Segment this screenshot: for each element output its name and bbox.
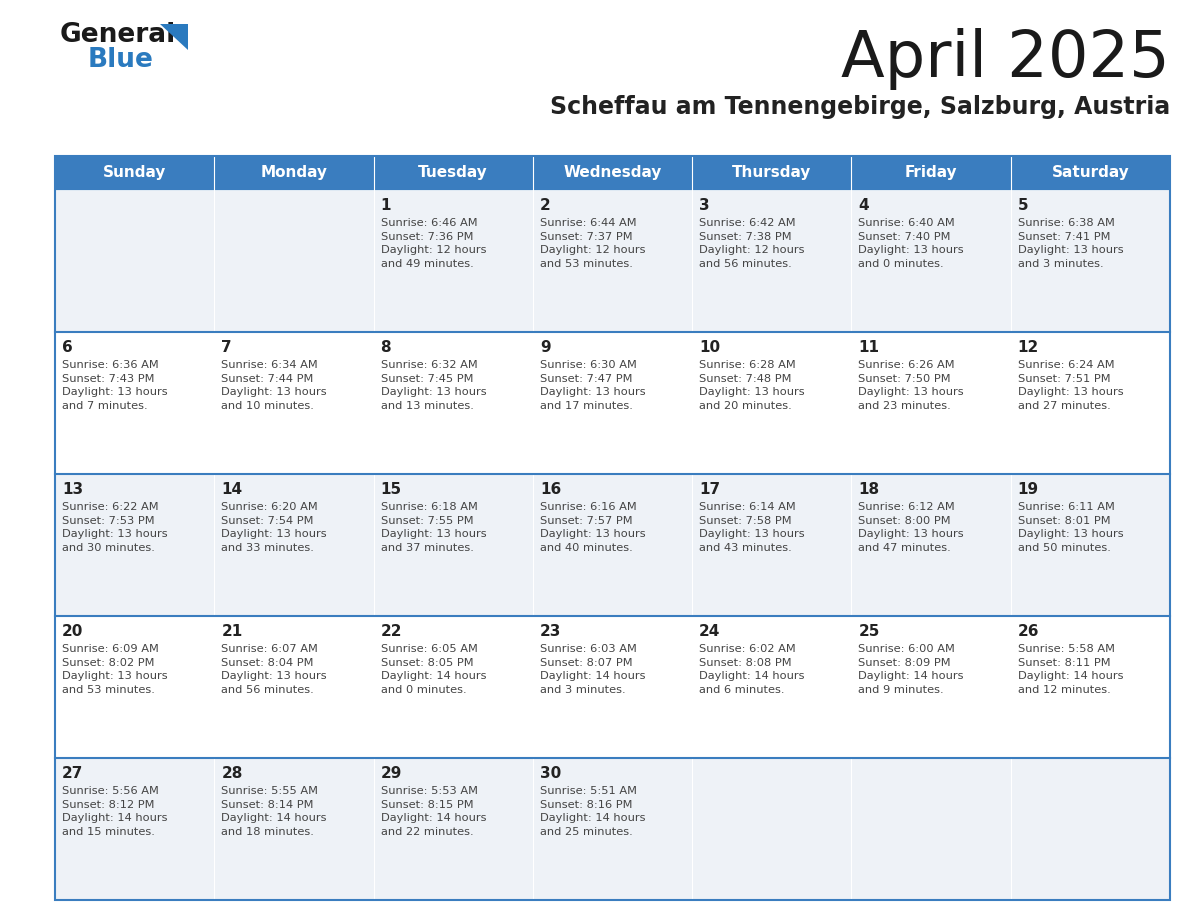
Bar bbox=[55, 156, 214, 190]
Text: Sunrise: 6:22 AM
Sunset: 7:53 PM
Daylight: 13 hours
and 30 minutes.: Sunrise: 6:22 AM Sunset: 7:53 PM Dayligh… bbox=[62, 502, 168, 553]
Text: Thursday: Thursday bbox=[732, 165, 811, 181]
Text: 4: 4 bbox=[859, 198, 870, 213]
Text: Sunrise: 6:05 AM
Sunset: 8:05 PM
Daylight: 14 hours
and 0 minutes.: Sunrise: 6:05 AM Sunset: 8:05 PM Dayligh… bbox=[380, 644, 486, 695]
Text: Sunrise: 6:30 AM
Sunset: 7:47 PM
Daylight: 13 hours
and 17 minutes.: Sunrise: 6:30 AM Sunset: 7:47 PM Dayligh… bbox=[539, 360, 645, 410]
Text: Sunrise: 5:51 AM
Sunset: 8:16 PM
Daylight: 14 hours
and 25 minutes.: Sunrise: 5:51 AM Sunset: 8:16 PM Dayligh… bbox=[539, 786, 645, 837]
Bar bbox=[852, 156, 1011, 190]
Text: Sunrise: 6:34 AM
Sunset: 7:44 PM
Daylight: 13 hours
and 10 minutes.: Sunrise: 6:34 AM Sunset: 7:44 PM Dayligh… bbox=[221, 360, 327, 410]
Text: Sunrise: 6:28 AM
Sunset: 7:48 PM
Daylight: 13 hours
and 20 minutes.: Sunrise: 6:28 AM Sunset: 7:48 PM Dayligh… bbox=[700, 360, 804, 410]
Text: 8: 8 bbox=[380, 340, 391, 355]
Bar bbox=[55, 156, 1170, 900]
Text: Blue: Blue bbox=[88, 47, 154, 73]
Text: Sunrise: 6:44 AM
Sunset: 7:37 PM
Daylight: 12 hours
and 53 minutes.: Sunrise: 6:44 AM Sunset: 7:37 PM Dayligh… bbox=[539, 218, 645, 269]
Text: 26: 26 bbox=[1018, 624, 1040, 639]
Text: Sunrise: 5:58 AM
Sunset: 8:11 PM
Daylight: 14 hours
and 12 minutes.: Sunrise: 5:58 AM Sunset: 8:11 PM Dayligh… bbox=[1018, 644, 1123, 695]
Text: 21: 21 bbox=[221, 624, 242, 639]
Text: Sunrise: 6:03 AM
Sunset: 8:07 PM
Daylight: 14 hours
and 3 minutes.: Sunrise: 6:03 AM Sunset: 8:07 PM Dayligh… bbox=[539, 644, 645, 695]
Bar bbox=[1011, 156, 1170, 190]
Text: 15: 15 bbox=[380, 482, 402, 497]
Text: Wednesday: Wednesday bbox=[563, 165, 662, 181]
Bar bbox=[373, 156, 533, 190]
Text: 13: 13 bbox=[62, 482, 83, 497]
Text: 7: 7 bbox=[221, 340, 232, 355]
Text: Sunrise: 6:16 AM
Sunset: 7:57 PM
Daylight: 13 hours
and 40 minutes.: Sunrise: 6:16 AM Sunset: 7:57 PM Dayligh… bbox=[539, 502, 645, 553]
Text: Sunrise: 5:55 AM
Sunset: 8:14 PM
Daylight: 14 hours
and 18 minutes.: Sunrise: 5:55 AM Sunset: 8:14 PM Dayligh… bbox=[221, 786, 327, 837]
Text: Sunrise: 6:36 AM
Sunset: 7:43 PM
Daylight: 13 hours
and 7 minutes.: Sunrise: 6:36 AM Sunset: 7:43 PM Dayligh… bbox=[62, 360, 168, 410]
Text: Friday: Friday bbox=[905, 165, 958, 181]
Text: Sunrise: 6:02 AM
Sunset: 8:08 PM
Daylight: 14 hours
and 6 minutes.: Sunrise: 6:02 AM Sunset: 8:08 PM Dayligh… bbox=[700, 644, 804, 695]
Bar bbox=[55, 616, 1170, 758]
Text: 24: 24 bbox=[700, 624, 720, 639]
Text: Sunrise: 6:32 AM
Sunset: 7:45 PM
Daylight: 13 hours
and 13 minutes.: Sunrise: 6:32 AM Sunset: 7:45 PM Dayligh… bbox=[380, 360, 486, 410]
Text: 11: 11 bbox=[859, 340, 879, 355]
Text: Sunrise: 6:11 AM
Sunset: 8:01 PM
Daylight: 13 hours
and 50 minutes.: Sunrise: 6:11 AM Sunset: 8:01 PM Dayligh… bbox=[1018, 502, 1124, 553]
Text: 22: 22 bbox=[380, 624, 402, 639]
Text: Sunrise: 5:53 AM
Sunset: 8:15 PM
Daylight: 14 hours
and 22 minutes.: Sunrise: 5:53 AM Sunset: 8:15 PM Dayligh… bbox=[380, 786, 486, 837]
Bar bbox=[533, 156, 693, 190]
Text: 28: 28 bbox=[221, 766, 242, 781]
Text: 16: 16 bbox=[539, 482, 561, 497]
Text: Sunrise: 6:09 AM
Sunset: 8:02 PM
Daylight: 13 hours
and 53 minutes.: Sunrise: 6:09 AM Sunset: 8:02 PM Dayligh… bbox=[62, 644, 168, 695]
Text: 1: 1 bbox=[380, 198, 391, 213]
Bar bbox=[214, 156, 373, 190]
Bar bbox=[55, 332, 1170, 474]
Text: Sunrise: 6:07 AM
Sunset: 8:04 PM
Daylight: 13 hours
and 56 minutes.: Sunrise: 6:07 AM Sunset: 8:04 PM Dayligh… bbox=[221, 644, 327, 695]
Text: 10: 10 bbox=[700, 340, 720, 355]
Bar bbox=[55, 758, 1170, 900]
Text: Sunrise: 6:40 AM
Sunset: 7:40 PM
Daylight: 13 hours
and 0 minutes.: Sunrise: 6:40 AM Sunset: 7:40 PM Dayligh… bbox=[859, 218, 963, 269]
Text: Tuesday: Tuesday bbox=[418, 165, 488, 181]
Text: Scheffau am Tennengebirge, Salzburg, Austria: Scheffau am Tennengebirge, Salzburg, Aus… bbox=[550, 95, 1170, 119]
Text: Sunrise: 6:26 AM
Sunset: 7:50 PM
Daylight: 13 hours
and 23 minutes.: Sunrise: 6:26 AM Sunset: 7:50 PM Dayligh… bbox=[859, 360, 963, 410]
Text: 2: 2 bbox=[539, 198, 550, 213]
Text: Saturday: Saturday bbox=[1051, 165, 1130, 181]
Bar bbox=[693, 156, 852, 190]
Text: Sunrise: 6:38 AM
Sunset: 7:41 PM
Daylight: 13 hours
and 3 minutes.: Sunrise: 6:38 AM Sunset: 7:41 PM Dayligh… bbox=[1018, 218, 1124, 269]
Text: General: General bbox=[61, 22, 176, 48]
Text: 14: 14 bbox=[221, 482, 242, 497]
Text: 18: 18 bbox=[859, 482, 879, 497]
Text: Sunrise: 6:42 AM
Sunset: 7:38 PM
Daylight: 12 hours
and 56 minutes.: Sunrise: 6:42 AM Sunset: 7:38 PM Dayligh… bbox=[700, 218, 804, 269]
Text: 27: 27 bbox=[62, 766, 83, 781]
Text: 9: 9 bbox=[539, 340, 550, 355]
Text: Sunrise: 6:24 AM
Sunset: 7:51 PM
Daylight: 13 hours
and 27 minutes.: Sunrise: 6:24 AM Sunset: 7:51 PM Dayligh… bbox=[1018, 360, 1124, 410]
Text: Sunrise: 6:14 AM
Sunset: 7:58 PM
Daylight: 13 hours
and 43 minutes.: Sunrise: 6:14 AM Sunset: 7:58 PM Dayligh… bbox=[700, 502, 804, 553]
Text: Sunrise: 6:20 AM
Sunset: 7:54 PM
Daylight: 13 hours
and 33 minutes.: Sunrise: 6:20 AM Sunset: 7:54 PM Dayligh… bbox=[221, 502, 327, 553]
Text: Monday: Monday bbox=[260, 165, 328, 181]
Text: Sunrise: 5:56 AM
Sunset: 8:12 PM
Daylight: 14 hours
and 15 minutes.: Sunrise: 5:56 AM Sunset: 8:12 PM Dayligh… bbox=[62, 786, 168, 837]
Bar bbox=[55, 190, 1170, 332]
Text: Sunrise: 6:46 AM
Sunset: 7:36 PM
Daylight: 12 hours
and 49 minutes.: Sunrise: 6:46 AM Sunset: 7:36 PM Dayligh… bbox=[380, 218, 486, 269]
Text: 30: 30 bbox=[539, 766, 561, 781]
Text: 17: 17 bbox=[700, 482, 720, 497]
Text: Sunrise: 6:12 AM
Sunset: 8:00 PM
Daylight: 13 hours
and 47 minutes.: Sunrise: 6:12 AM Sunset: 8:00 PM Dayligh… bbox=[859, 502, 963, 553]
Text: 29: 29 bbox=[380, 766, 402, 781]
Text: 19: 19 bbox=[1018, 482, 1038, 497]
Bar bbox=[55, 474, 1170, 616]
Text: 12: 12 bbox=[1018, 340, 1040, 355]
Text: 3: 3 bbox=[700, 198, 709, 213]
Text: Sunrise: 6:18 AM
Sunset: 7:55 PM
Daylight: 13 hours
and 37 minutes.: Sunrise: 6:18 AM Sunset: 7:55 PM Dayligh… bbox=[380, 502, 486, 553]
Text: April 2025: April 2025 bbox=[841, 28, 1170, 90]
Text: 23: 23 bbox=[539, 624, 561, 639]
Polygon shape bbox=[160, 24, 188, 50]
Text: 20: 20 bbox=[62, 624, 83, 639]
Text: 5: 5 bbox=[1018, 198, 1029, 213]
Text: 6: 6 bbox=[62, 340, 72, 355]
Text: Sunday: Sunday bbox=[103, 165, 166, 181]
Text: Sunrise: 6:00 AM
Sunset: 8:09 PM
Daylight: 14 hours
and 9 minutes.: Sunrise: 6:00 AM Sunset: 8:09 PM Dayligh… bbox=[859, 644, 963, 695]
Text: 25: 25 bbox=[859, 624, 880, 639]
